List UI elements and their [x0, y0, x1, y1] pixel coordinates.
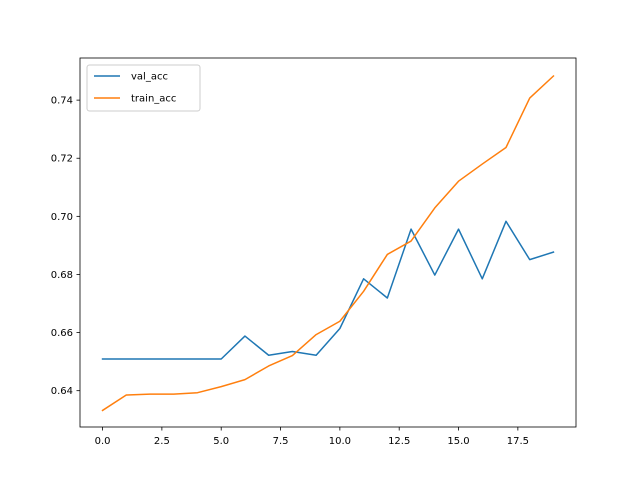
- y-tick-label: 0.74: [51, 96, 73, 107]
- y-tick-label: 0.72: [51, 154, 73, 165]
- x-tick-label: 17.5: [507, 436, 529, 447]
- y-tick-label: 0.64: [51, 386, 73, 397]
- y-tick-label: 0.70: [51, 212, 73, 223]
- x-tick-label: 0.0: [95, 436, 111, 447]
- x-axis: 0.0 2.5 5.0 7.5 10.0 12.5 15.0 17.5: [95, 427, 529, 447]
- y-axis: 0.64 0.66 0.68 0.70 0.72 0.74: [51, 96, 80, 397]
- x-tick-label: 10.0: [329, 436, 351, 447]
- series-line-train-acc: [101, 74, 555, 412]
- plot-lines: [101, 74, 555, 412]
- legend-label-val-acc: val_acc: [131, 72, 168, 83]
- y-tick-label: 0.68: [51, 270, 73, 281]
- x-tick-label: 2.5: [154, 436, 170, 447]
- axes-frame: [79, 57, 577, 428]
- x-tick-label: 5.0: [213, 436, 229, 447]
- y-tick-label: 0.66: [51, 328, 73, 339]
- x-tick-label: 7.5: [273, 436, 289, 447]
- legend: val_acc train_acc: [86, 64, 201, 112]
- legend-label-train-acc: train_acc: [131, 94, 176, 105]
- series-line-val-acc: [101, 220, 555, 360]
- x-tick-label: 12.5: [388, 436, 410, 447]
- axes-border: [79, 57, 577, 428]
- x-tick-label: 15.0: [447, 436, 469, 447]
